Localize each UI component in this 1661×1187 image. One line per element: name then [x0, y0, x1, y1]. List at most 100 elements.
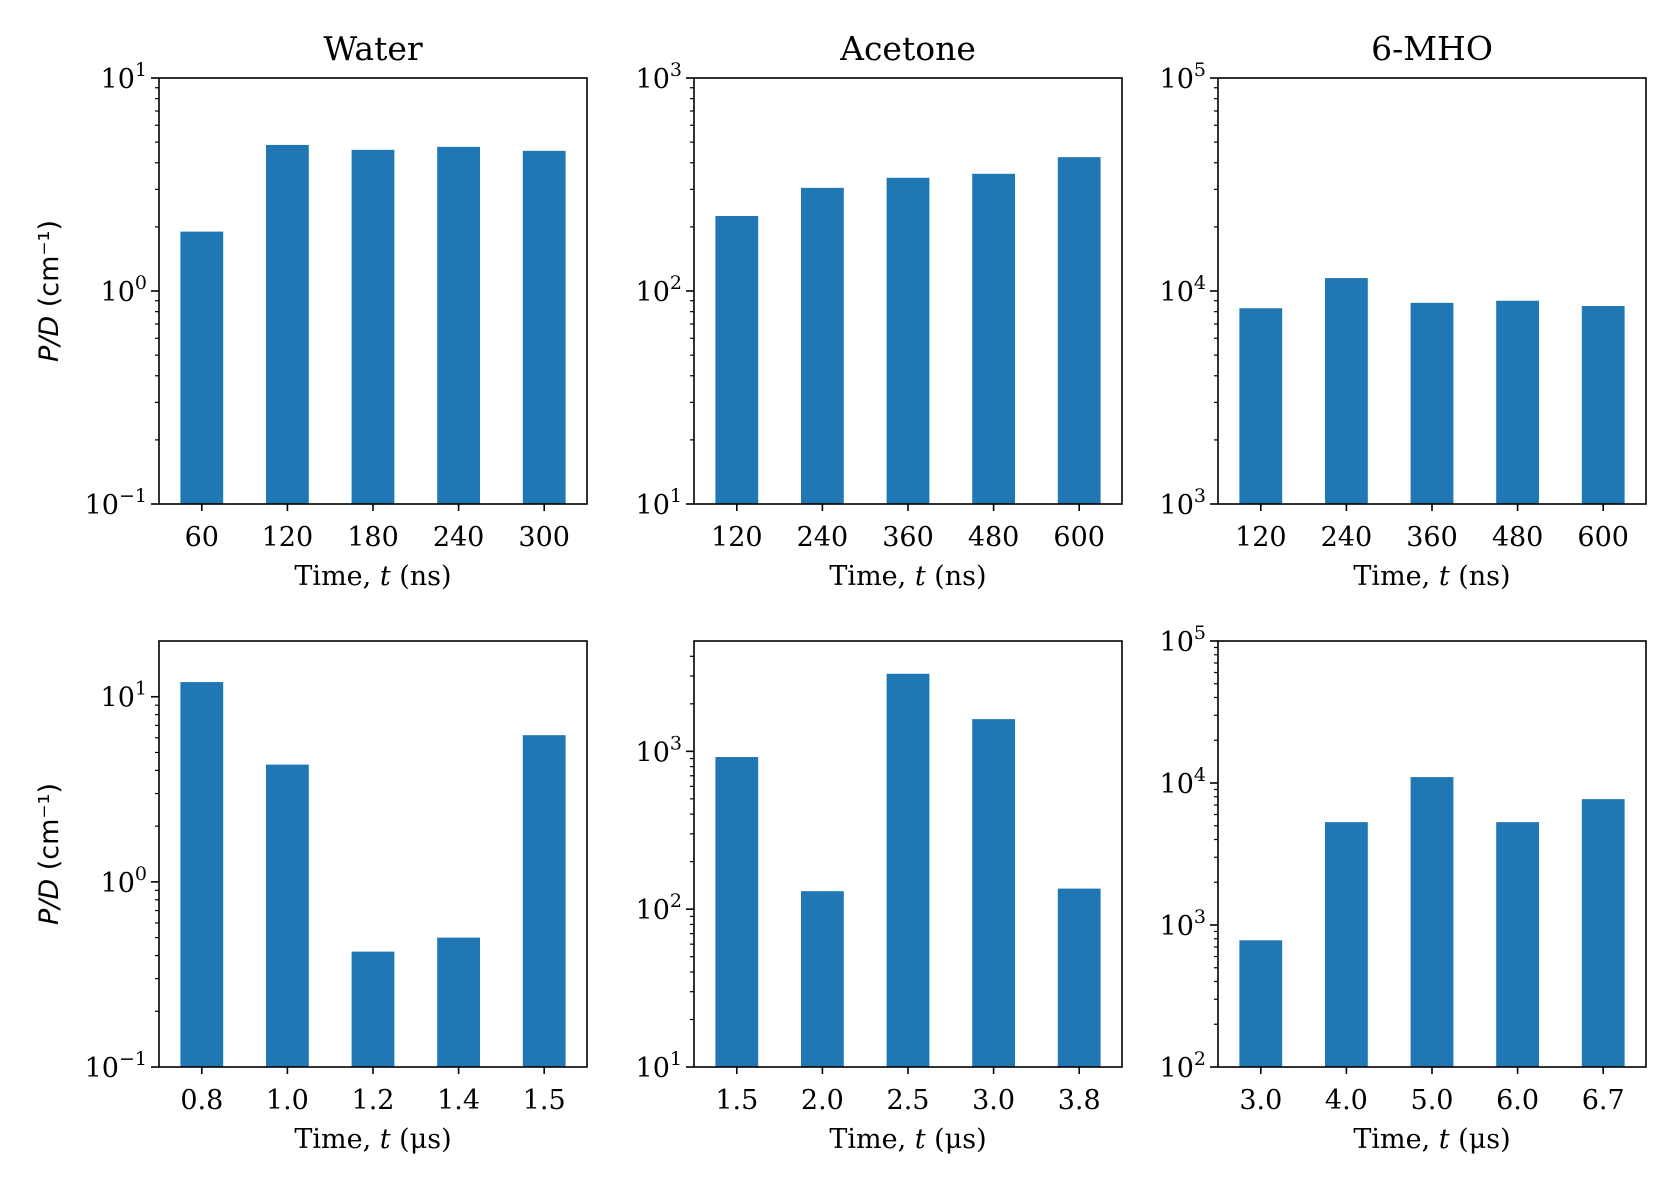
x-tick-label: 360 — [882, 522, 934, 553]
bar — [266, 144, 309, 504]
y-tick-label: 105 — [1160, 59, 1206, 95]
panel-6: 3.0 4.0 5.0 6.0 6.7 102 103 104 105 Time, t (μs) — [1160, 622, 1647, 1155]
x-tick-label: 1.2 — [352, 1085, 395, 1116]
bar — [972, 719, 1015, 1067]
x-tick-label: 240 — [1321, 522, 1373, 553]
bar — [1410, 777, 1454, 1067]
x-tick-label: 240 — [797, 522, 849, 553]
x-tick-label: 60 — [185, 522, 219, 553]
y-axis-label: P/D (cm⁻¹) — [34, 220, 65, 362]
y-tick-label: 103 — [1160, 906, 1206, 942]
y-tick-label: 102 — [1160, 1048, 1206, 1084]
x-tick-label: 3.0 — [1239, 1085, 1282, 1116]
x-tick-label: 240 — [433, 522, 485, 553]
bar — [715, 757, 759, 1067]
y-tick-label: 102 — [636, 272, 682, 308]
y-tick-label: 10−1 — [85, 485, 147, 521]
panel-title: Water — [323, 29, 423, 68]
bar — [180, 231, 224, 504]
bar — [1325, 278, 1368, 504]
axes-frame — [693, 77, 1123, 505]
y-tick-label: 101 — [101, 678, 147, 714]
x-tick-label: 0.8 — [180, 1085, 223, 1116]
x-tick-label: 6.0 — [1496, 1085, 1539, 1116]
y-tick-label: 100 — [101, 863, 147, 899]
x-tick-label: 600 — [1577, 522, 1629, 553]
x-tick-label: 2.0 — [801, 1085, 844, 1116]
x-tick-label: 120 — [711, 522, 763, 553]
x-axis-label: Time, t (ns) — [1353, 561, 1510, 592]
x-tick-label: 600 — [1053, 522, 1105, 553]
axes-frame — [158, 77, 588, 505]
x-axis-label: Time, t (μs) — [1353, 1124, 1510, 1155]
y-tick-label: 100 — [101, 272, 147, 308]
bar — [801, 891, 844, 1067]
bar — [522, 150, 566, 504]
y-tick-label: 101 — [636, 1048, 682, 1084]
bar — [1410, 302, 1454, 504]
x-tick-label: 3.0 — [972, 1085, 1015, 1116]
bar — [1325, 822, 1368, 1067]
y-tick-label: 103 — [636, 732, 682, 768]
x-axis-label: Time, t (ns) — [829, 561, 986, 592]
axes-frame — [158, 640, 588, 1068]
bar — [522, 735, 566, 1067]
y-tick-label: 104 — [1160, 764, 1206, 800]
x-axis-label: Time, t (ns) — [294, 561, 451, 592]
bar — [351, 951, 395, 1067]
x-tick-label: 1.5 — [523, 1085, 566, 1116]
x-tick-label: 5.0 — [1411, 1085, 1454, 1116]
bar — [1496, 822, 1539, 1067]
y-tick-label: 10−1 — [85, 1048, 147, 1084]
bar — [1057, 157, 1101, 504]
y-tick-label: 101 — [636, 485, 682, 521]
bar — [180, 682, 224, 1067]
bar — [1496, 300, 1539, 504]
panel-3: 120 240 360 480 600 103 104 105 6-MHO Time, t (ns… — [1160, 29, 1647, 592]
bar — [1057, 888, 1101, 1067]
x-tick-label: 1.5 — [715, 1085, 758, 1116]
y-axis-label: P/D (cm⁻¹) — [34, 783, 65, 925]
axes-frame — [1217, 77, 1647, 505]
bar — [715, 215, 759, 505]
x-tick-label: 1.4 — [437, 1085, 480, 1116]
y-tick-label: 103 — [1160, 485, 1206, 521]
bar — [1581, 799, 1625, 1067]
panel-4: 0.8 1.0 1.2 1.4 1.5 10−1 100 101 Time, t (μs) P/D… — [34, 640, 588, 1155]
bar — [266, 764, 309, 1067]
y-tick-label: 104 — [1160, 272, 1206, 308]
panel-1: 60 120 180 240 300 10−1 100 101 Water Time, t (ns… — [34, 29, 588, 592]
y-tick-label: 105 — [1160, 622, 1206, 658]
bar — [1581, 306, 1625, 504]
bar — [1239, 308, 1283, 504]
x-tick-label: 3.8 — [1058, 1085, 1101, 1116]
x-tick-label: 360 — [1406, 522, 1458, 553]
bar — [351, 149, 395, 504]
x-tick-label: 6.7 — [1582, 1085, 1625, 1116]
x-tick-label: 180 — [347, 522, 399, 553]
x-tick-label: 2.5 — [887, 1085, 930, 1116]
y-tick-label: 101 — [101, 59, 147, 95]
x-tick-label: 120 — [1235, 522, 1287, 553]
bar — [886, 673, 930, 1067]
bar — [1239, 940, 1283, 1067]
x-tick-label: 480 — [968, 522, 1020, 553]
panel-title: Acetone — [839, 29, 976, 68]
x-tick-label: 4.0 — [1325, 1085, 1368, 1116]
bar — [437, 937, 480, 1067]
x-tick-label: 480 — [1492, 522, 1544, 553]
panel-title: 6-MHO — [1371, 29, 1493, 68]
bar — [437, 146, 480, 505]
x-axis-label: Time, t (μs) — [294, 1124, 451, 1155]
y-tick-label: 102 — [636, 890, 682, 926]
axes-frame — [693, 640, 1123, 1068]
x-axis-label: Time, t (μs) — [829, 1124, 986, 1155]
panel-2: 120 240 360 480 600 101 102 103 Acetone Time, t (… — [636, 29, 1123, 592]
bar — [801, 187, 844, 504]
panel-5: 1.5 2.0 2.5 3.0 3.8 101 102 103 Time, t (μs) — [636, 640, 1123, 1155]
x-tick-label: 120 — [262, 522, 314, 553]
y-tick-label: 103 — [636, 59, 682, 95]
axes-frame — [1217, 640, 1647, 1068]
x-tick-label: 1.0 — [266, 1085, 309, 1116]
